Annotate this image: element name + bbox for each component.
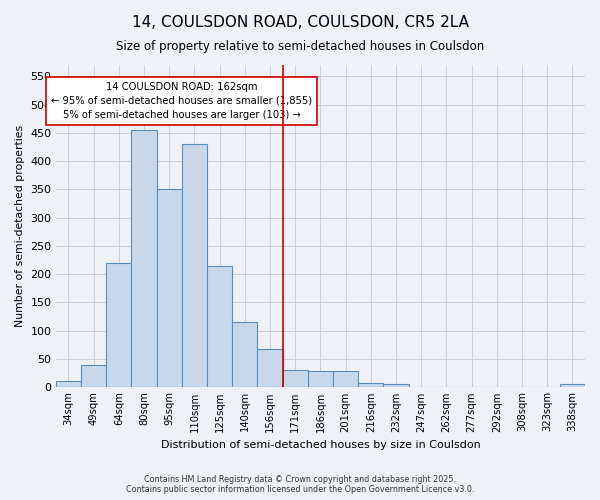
Bar (182, 144, 207, 387)
Bar (308, 372, 333, 387)
Text: Contains HM Land Registry data © Crown copyright and database right 2025.
Contai: Contains HM Land Registry data © Crown c… (126, 474, 474, 494)
Bar (131, 130, 157, 387)
Bar (81, 364, 106, 387)
Bar (383, 384, 409, 387)
Bar (560, 384, 585, 387)
Bar (157, 190, 182, 387)
Bar (333, 372, 358, 387)
Bar (56, 382, 81, 387)
Text: 14, COULSDON ROAD, COULSDON, CR5 2LA: 14, COULSDON ROAD, COULSDON, CR5 2LA (131, 15, 469, 30)
Text: 14 COULSDON ROAD: 162sqm
← 95% of semi-detached houses are smaller (1,855)
5% of: 14 COULSDON ROAD: 162sqm ← 95% of semi-d… (51, 82, 313, 120)
Bar (207, 266, 232, 387)
Bar (283, 370, 308, 387)
Bar (257, 350, 283, 387)
Y-axis label: Number of semi-detached properties: Number of semi-detached properties (15, 125, 25, 327)
Bar (106, 263, 131, 387)
Bar (358, 382, 383, 387)
X-axis label: Distribution of semi-detached houses by size in Coulsdon: Distribution of semi-detached houses by … (161, 440, 480, 450)
Text: Size of property relative to semi-detached houses in Coulsdon: Size of property relative to semi-detach… (116, 40, 484, 53)
Bar (232, 322, 257, 387)
